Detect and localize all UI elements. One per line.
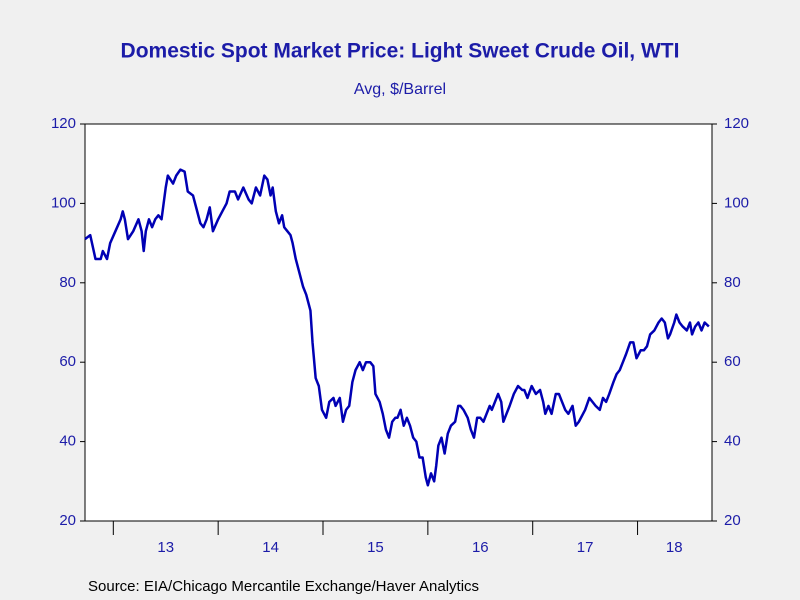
x-tick-label: 16 xyxy=(472,539,489,556)
source-note: Source: EIA/Chicago Mercantile Exchange/… xyxy=(88,578,479,595)
y2-tick-label: 100 xyxy=(724,194,749,211)
y2-tick-label: 20 xyxy=(724,512,741,529)
plot-border xyxy=(84,123,713,522)
x-tick-label: 14 xyxy=(262,539,279,556)
y-tick-label: 100 xyxy=(51,194,76,211)
x-tick-label: 13 xyxy=(157,539,174,556)
x-tick-label: 17 xyxy=(577,539,594,556)
y-tick-label: 80 xyxy=(59,274,76,291)
chart-subtitle: Avg, $/Barrel xyxy=(354,81,446,98)
y2-tick-label: 120 xyxy=(724,115,749,132)
y-tick-label: 60 xyxy=(59,353,76,370)
y2-tick-label: 60 xyxy=(724,353,741,370)
x-tick-label: 18 xyxy=(666,539,683,556)
plot-area xyxy=(85,124,712,521)
y2-tick-label: 80 xyxy=(724,274,741,291)
y2-tick-label: 40 xyxy=(724,433,741,450)
x-tick-label: 15 xyxy=(367,539,384,556)
y-tick-label: 20 xyxy=(59,512,76,529)
y-tick-label: 120 xyxy=(51,115,76,132)
chart-title: Domestic Spot Market Price: Light Sweet … xyxy=(121,40,680,63)
y-tick-label: 40 xyxy=(59,433,76,450)
price-line xyxy=(84,168,710,487)
